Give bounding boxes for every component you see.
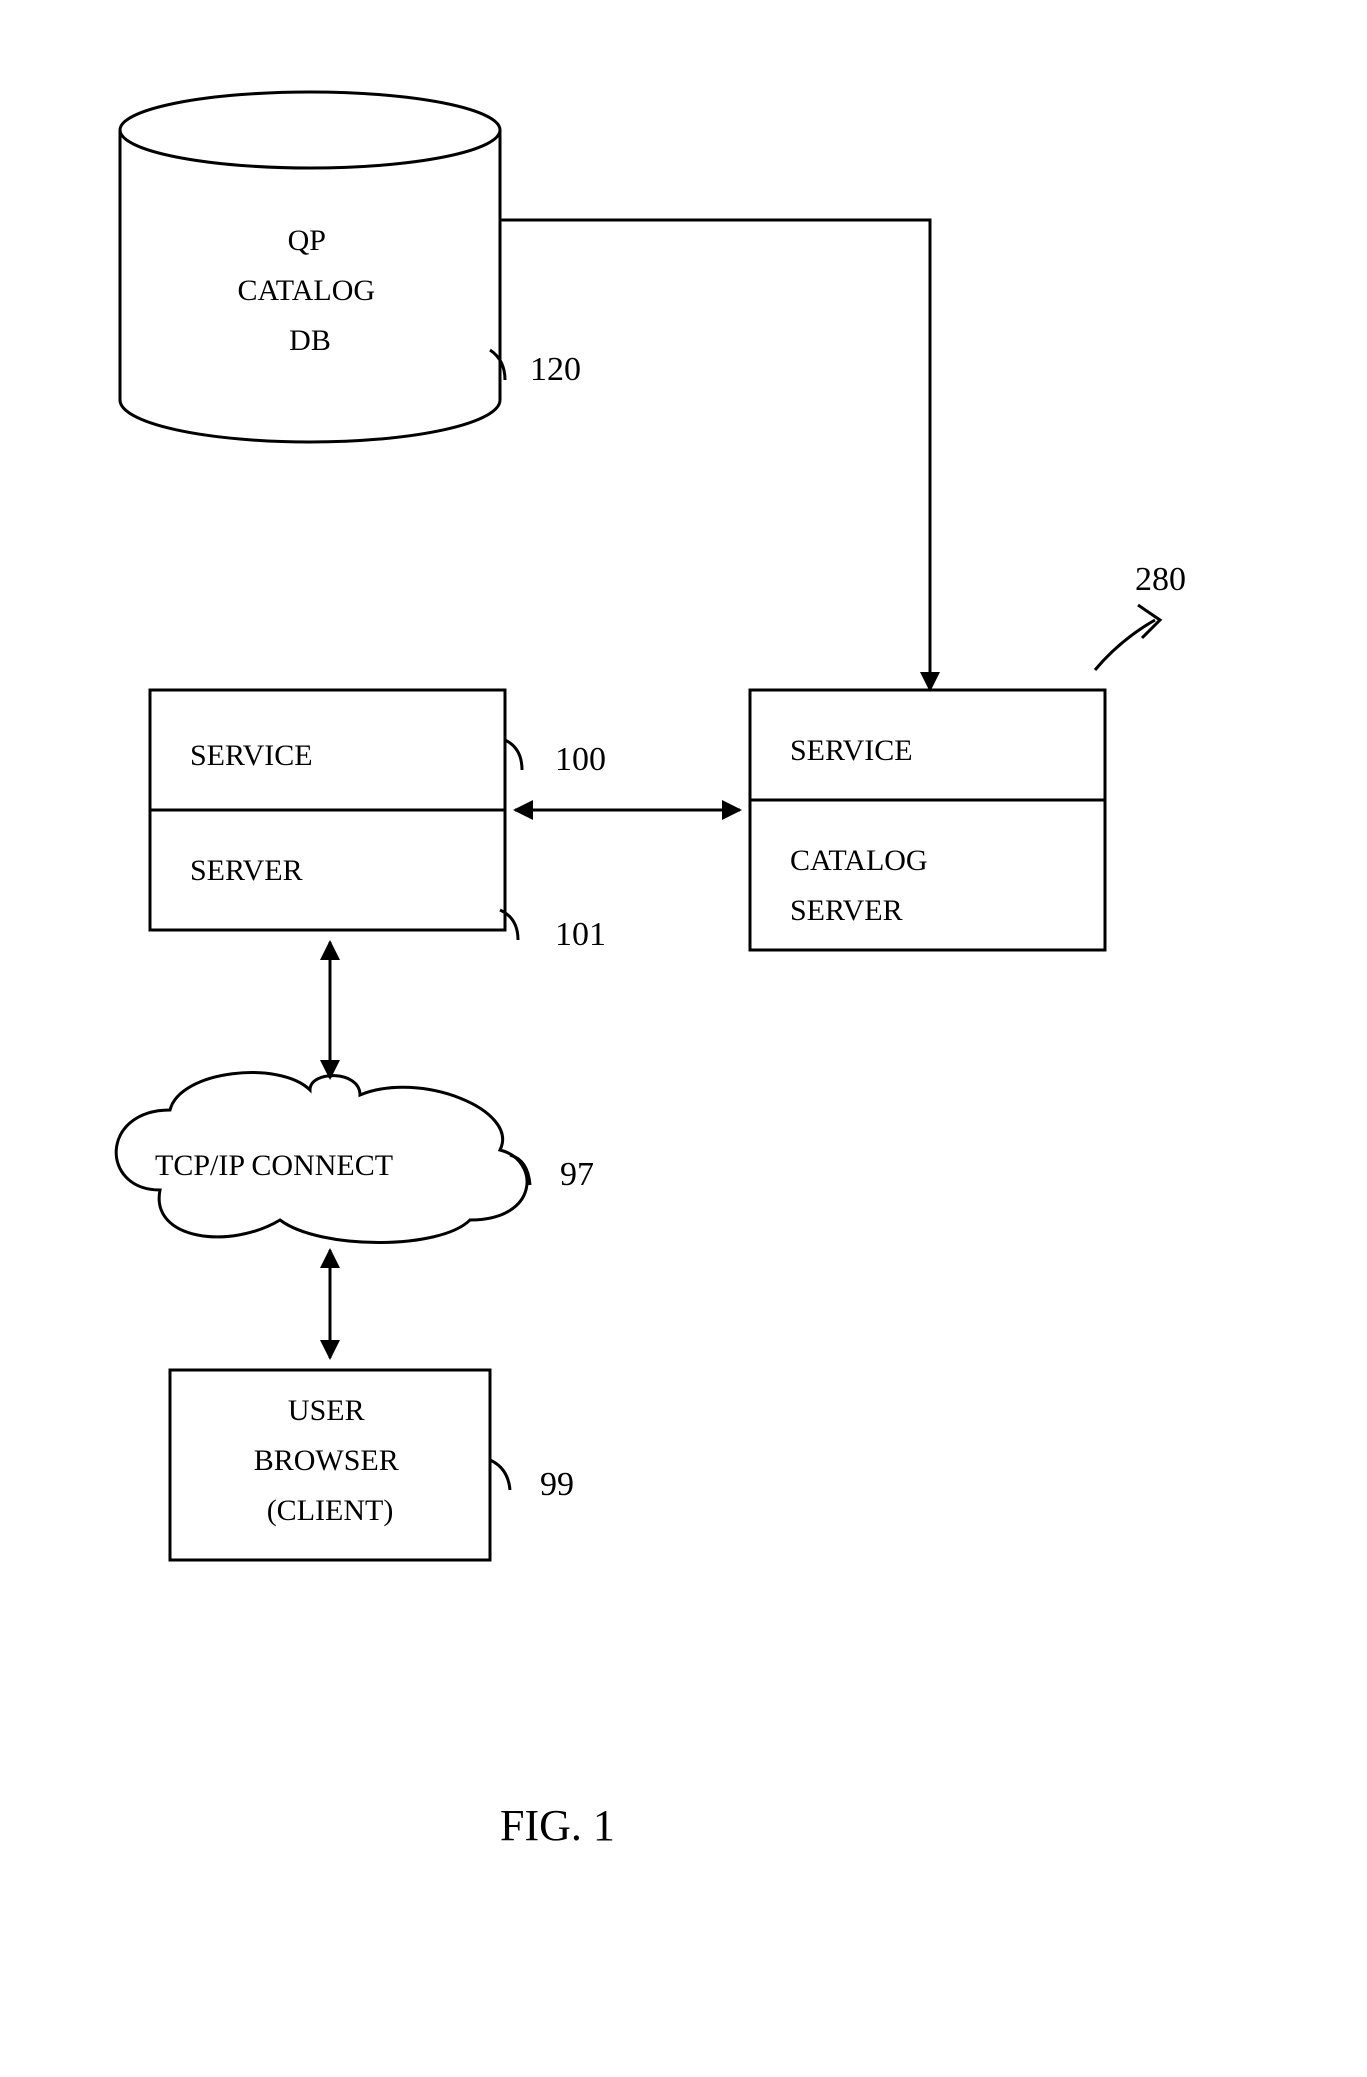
catalog-bottom-line2: SERVER <box>790 894 903 927</box>
cloud-label: TCP/IP CONNECT <box>155 1149 393 1182</box>
left-top-label: SERVICE <box>190 739 313 772</box>
client-line1: USER <box>288 1394 365 1427</box>
architecture-diagram: QP CATALOG DB 120 SERVICE SERVER 100 101… <box>0 0 1367 2077</box>
catalog-top-label: SERVICE <box>790 734 913 767</box>
svg-text:USER BROWSER (CLIE: USER BROWSER (CLIENT) <box>254 1394 407 1527</box>
db-label-line2: CATALOG <box>237 274 375 307</box>
catalog-server-box: SERVICE CATALOG SERVER 280 <box>750 561 1186 950</box>
left-ref-top: 100 <box>555 741 606 778</box>
left-bottom-label: SERVER <box>190 854 303 887</box>
edge-db-to-catalog <box>500 220 930 690</box>
client-box: USER BROWSER (CLIENT) 99 <box>170 1370 574 1560</box>
svg-text:QP CATALOG DB: QP CATALOG DB <box>237 224 382 357</box>
cloud-ref: 97 <box>560 1156 594 1193</box>
catalog-ref: 280 <box>1135 561 1186 598</box>
db-cylinder: QP CATALOG DB 120 <box>120 92 581 442</box>
client-line2: BROWSER <box>254 1444 399 1477</box>
catalog-bottom-line1: CATALOG <box>790 844 928 877</box>
svg-text:CATALOG SERVER: CATALOG SERVER <box>790 844 935 927</box>
db-label-line3: DB <box>289 324 331 357</box>
left-ref-bottom: 101 <box>555 916 606 953</box>
tcpip-cloud: TCP/IP CONNECT 97 <box>116 1073 594 1243</box>
service-server-box: SERVICE SERVER 100 101 <box>150 690 606 953</box>
db-label-line1: QP <box>288 224 326 257</box>
figure-label: FIG. 1 <box>500 1801 615 1850</box>
client-ref: 99 <box>540 1466 574 1503</box>
db-ref: 120 <box>530 351 581 388</box>
client-line3: (CLIENT) <box>267 1494 394 1527</box>
